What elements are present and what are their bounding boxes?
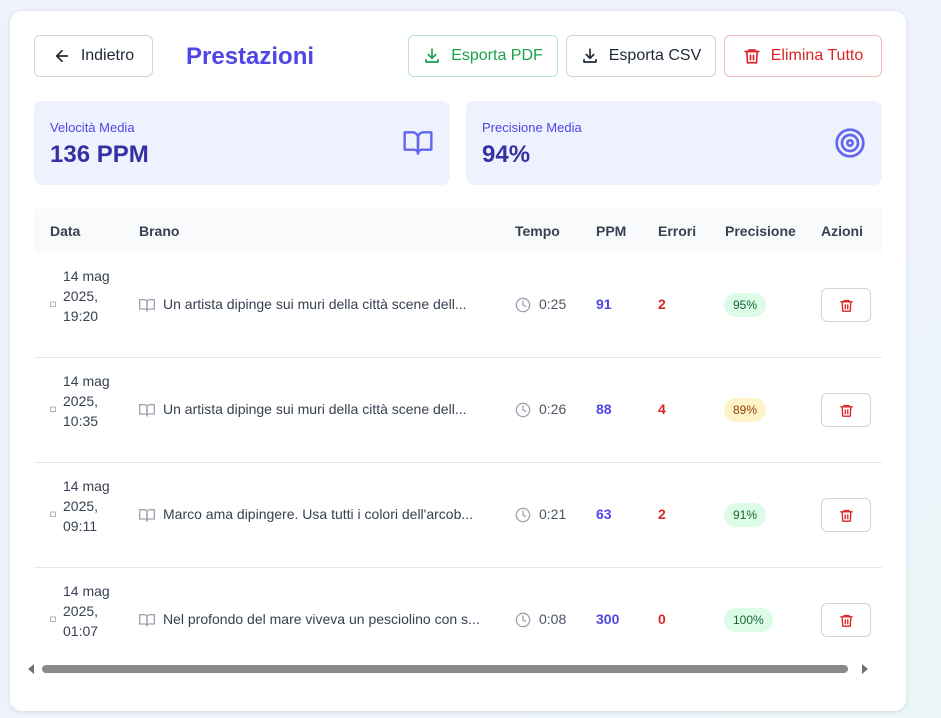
history-table: Data Brano Tempo PPM Errori Precisione A… (34, 209, 882, 671)
book-open-icon (403, 131, 433, 155)
book-open-icon (139, 298, 155, 312)
row-delete-button[interactable] (821, 288, 871, 322)
column-header-accuracy: Precisione (725, 223, 796, 239)
average-accuracy-label: Precisione Media (482, 120, 582, 135)
column-header-errors: Errori (658, 223, 697, 239)
table-row: 14 mag 2025, 01:07 Nel profondo del mare… (34, 568, 882, 671)
back-button[interactable]: Indietro (34, 35, 153, 77)
trash-icon (839, 299, 853, 312)
clock-icon (515, 297, 531, 313)
row-time: 0:08 (539, 611, 567, 627)
row-delete-button[interactable] (821, 393, 871, 427)
column-header-actions: Azioni (821, 223, 863, 239)
row-accuracy-badge: 89% (724, 398, 767, 422)
row-date: 14 mag 2025, 10:35 (63, 373, 110, 429)
calendar-icon (50, 511, 56, 517)
clock-icon (515, 507, 531, 523)
row-passage: Marco ama dipingere. Usa tutti i colori … (163, 506, 474, 522)
clock-icon (515, 612, 531, 628)
export-csv-button[interactable]: Esporta CSV (566, 35, 716, 77)
row-errors: 0 (658, 611, 666, 627)
scrollbar-thumb[interactable] (42, 665, 848, 673)
row-errors: 2 (658, 296, 666, 312)
trash-icon (839, 614, 853, 627)
row-accuracy-badge: 100% (724, 608, 773, 632)
delete-all-label: Elimina Tutto (770, 47, 864, 64)
table-row: 14 mag 2025, 10:35 Un artista dipinge su… (34, 358, 882, 463)
row-accuracy-badge: 95% (724, 293, 767, 317)
trash-icon (744, 49, 760, 64)
average-speed-value: 136 PPM (50, 141, 149, 168)
row-passage: Nel profondo del mare viveva un pescioli… (163, 611, 480, 627)
calendar-icon (50, 406, 56, 412)
column-header-passage: Brano (139, 223, 180, 239)
row-date: 14 mag 2025, 19:20 (63, 268, 110, 324)
arrow-left-icon (55, 49, 68, 63)
row-errors: 4 (658, 401, 666, 417)
row-accuracy-badge: 91% (724, 503, 767, 527)
row-ppm: 63 (596, 506, 612, 522)
row-passage: Un artista dipinge sui muri della città … (163, 401, 467, 417)
book-open-icon (139, 614, 155, 627)
row-time: 0:26 (539, 401, 567, 417)
row-ppm: 300 (596, 611, 620, 627)
page-title: Prestazioni (186, 43, 315, 70)
export-csv-label: Esporta CSV (608, 47, 702, 64)
target-icon (835, 128, 865, 158)
average-accuracy-card: Precisione Media 94% (466, 101, 882, 185)
column-header-time: Tempo (515, 223, 560, 239)
row-passage: Un artista dipinge sui muri della città … (163, 296, 467, 312)
table-header: Data Brano Tempo PPM Errori Precisione A… (34, 209, 882, 253)
row-date: 14 mag 2025, 01:07 (63, 583, 110, 639)
average-speed-label: Velocità Media (50, 120, 135, 135)
scroll-left-arrow-icon[interactable] (28, 664, 34, 674)
back-button-label: Indietro (80, 47, 135, 64)
calendar-icon (50, 301, 56, 307)
book-open-icon (139, 508, 155, 522)
table-row: 14 mag 2025, 19:20 Un artista dipinge su… (34, 253, 882, 358)
trash-icon (839, 404, 853, 417)
row-delete-button[interactable] (821, 498, 871, 532)
average-speed-card: Velocità Media 136 PPM (34, 101, 450, 185)
row-ppm: 91 (596, 296, 612, 312)
row-ppm: 88 (596, 401, 612, 417)
export-pdf-label: Esporta PDF (451, 47, 543, 64)
trash-icon (839, 509, 853, 522)
clock-icon (515, 402, 531, 418)
calendar-icon (50, 616, 56, 622)
average-accuracy-value: 94% (482, 141, 531, 168)
delete-all-button[interactable]: Elimina Tutto (724, 35, 882, 77)
column-header-ppm: PPM (596, 223, 627, 239)
download-icon (425, 48, 440, 63)
horizontal-scrollbar[interactable] (24, 660, 872, 678)
performance-card: Indietro Prestazioni Esporta PDF Esporta… (10, 11, 906, 711)
download-icon (582, 48, 597, 63)
row-date: 14 mag 2025, 09:11 (63, 478, 110, 534)
book-open-icon (139, 403, 155, 417)
column-header-date: Data (50, 223, 81, 239)
row-errors: 2 (658, 506, 666, 522)
scroll-right-arrow-icon[interactable] (862, 664, 868, 674)
row-time: 0:25 (539, 296, 567, 312)
export-pdf-button[interactable]: Esporta PDF (408, 35, 558, 77)
row-delete-button[interactable] (821, 603, 871, 637)
row-time: 0:21 (539, 506, 567, 522)
table-row: 14 mag 2025, 09:11 Marco ama dipingere. … (34, 463, 882, 568)
